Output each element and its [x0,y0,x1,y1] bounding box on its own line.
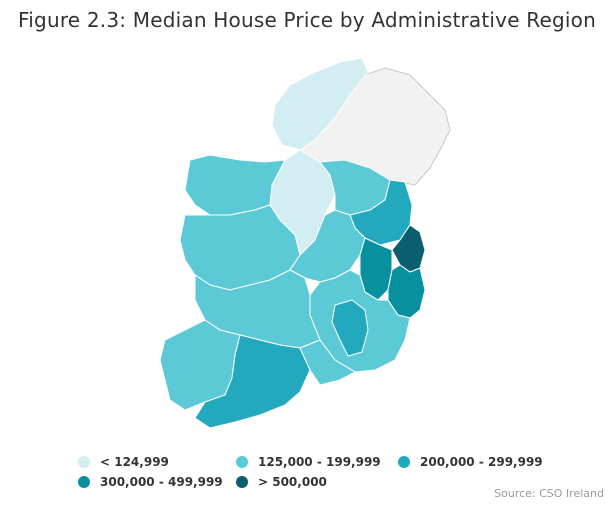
region-waterford[interactable] [299,339,357,386]
source-note: Source: CSO Ireland [494,487,604,500]
region-cork[interactable] [194,334,311,429]
region-kilkenny[interactable] [331,299,369,357]
region-donegal[interactable] [271,57,369,151]
region-kildare[interactable] [359,237,393,301]
region-wicklow[interactable] [387,264,426,319]
chart-title: Figure 2.3: Median House Price by Admini… [18,8,596,32]
